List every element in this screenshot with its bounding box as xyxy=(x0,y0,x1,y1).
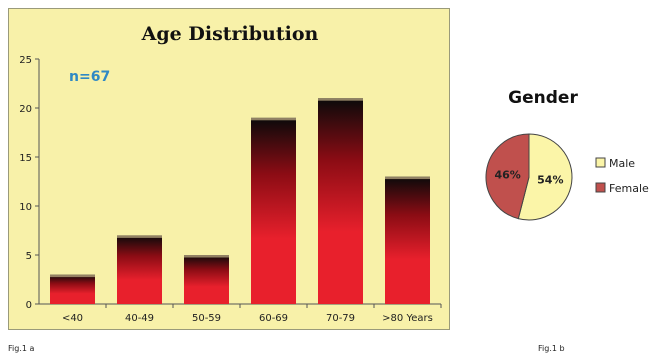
x-tick-label: 60-69 xyxy=(259,313,288,324)
figure-caption-b: Fig.1 b xyxy=(538,344,565,353)
y-tick-label: 15 xyxy=(19,153,32,164)
y-tick-label: 20 xyxy=(19,104,32,115)
y-tick-label: 10 xyxy=(19,202,32,213)
pie-slice-female xyxy=(485,133,530,220)
y-tick-label: 5 xyxy=(26,251,32,262)
figure-caption-a: Fig.1 a xyxy=(8,344,35,353)
bar-0 xyxy=(50,274,95,304)
y-tick-label: 25 xyxy=(19,55,32,66)
pie-slice-male xyxy=(517,133,573,221)
bar-1 xyxy=(117,235,162,304)
x-tick-label: >80 Years xyxy=(382,313,433,324)
x-tick-label: 50-59 xyxy=(192,313,221,324)
x-tick-label: 70-79 xyxy=(326,313,355,324)
age-chart-panel: 0 5 10 15 20 25 <40 40-49 50-59 60-69 70-79 >80 Yea… xyxy=(8,8,450,330)
bar-highlight xyxy=(385,176,430,180)
legend-label-male: Male xyxy=(609,157,635,170)
pie-label-male: 54% xyxy=(537,174,563,187)
legend-swatch-female xyxy=(595,182,606,193)
x-tick-label: <40 xyxy=(62,313,83,324)
bar-highlight xyxy=(251,117,296,121)
sample-size-annotation: n=67 xyxy=(69,69,111,85)
bar-3 xyxy=(251,117,296,304)
legend-label-female: Female xyxy=(609,182,649,195)
bar-highlight xyxy=(117,235,162,238)
gender-pie-chart: 54% 46% Male Female xyxy=(485,133,649,221)
gender-chart-title: Gender xyxy=(508,88,578,108)
bar-highlight xyxy=(318,98,363,101)
y-tick-label: 0 xyxy=(26,300,32,311)
age-chart-title: Age Distribution xyxy=(141,23,319,45)
age-bar-chart: 0 5 10 15 20 25 <40 40-49 50-59 60-69 70-79 >80 Yea… xyxy=(19,55,442,324)
bar-4 xyxy=(318,98,363,304)
x-tick-label: 40-49 xyxy=(125,313,154,324)
legend-swatch-male xyxy=(595,157,606,168)
bar-2 xyxy=(184,255,229,304)
pie-label-female: 46% xyxy=(494,168,520,181)
bar-5 xyxy=(385,176,430,304)
bar-highlight xyxy=(50,274,95,278)
bar-highlight xyxy=(184,255,229,258)
